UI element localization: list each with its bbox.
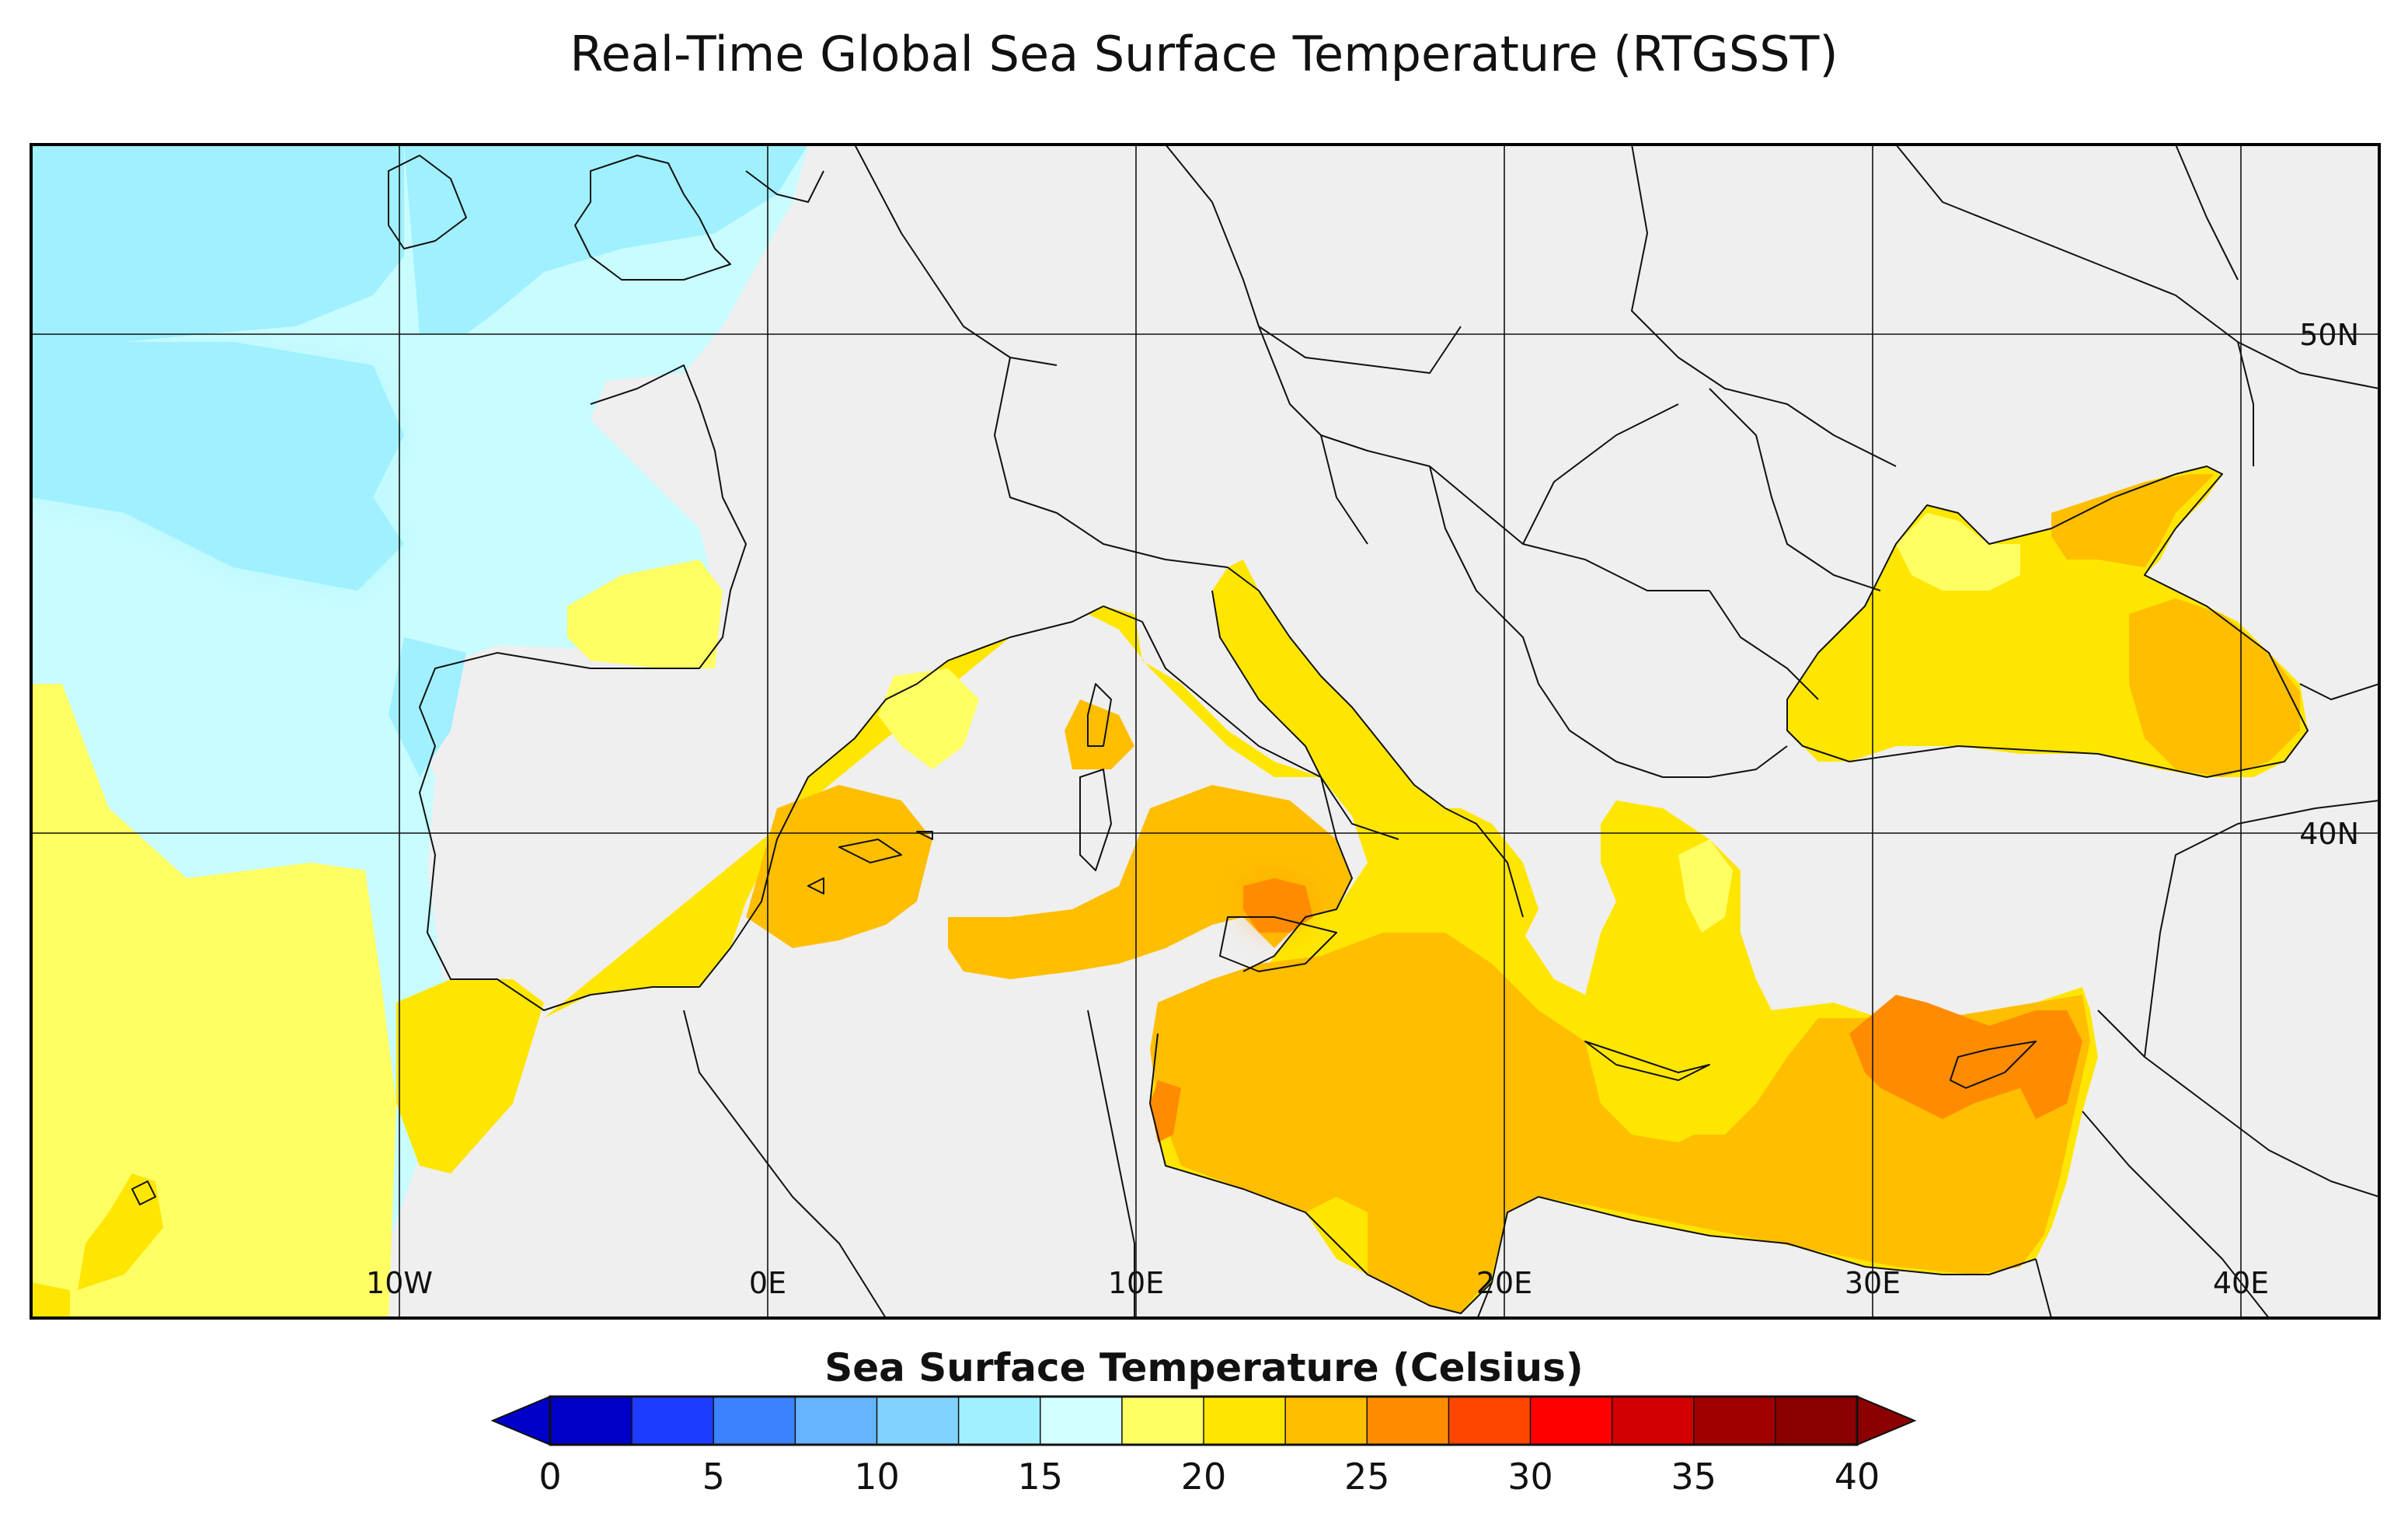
- colorbar-tick-label: 10: [854, 1456, 900, 1498]
- colorbar-ticks: 0 5 10 15 20 25 30 35 40: [538, 1456, 1880, 1498]
- colorbar-tick-label: 35: [1671, 1456, 1716, 1498]
- colorbar-over-arrow: [1856, 1395, 1917, 1446]
- colorbar-segment: [549, 1396, 633, 1446]
- colorbar-segment: [957, 1396, 1041, 1446]
- lat-label-40n: 40N: [2299, 817, 2359, 851]
- colorbar-tick-label: 5: [702, 1456, 725, 1498]
- colorbar-segment: [713, 1396, 796, 1446]
- graticule: [31, 145, 2379, 1318]
- colorbar-tick-label: 0: [538, 1456, 561, 1498]
- sst-gradient-overlay: [31, 342, 1313, 933]
- black-sea: [1787, 466, 2308, 777]
- colorbar-under-arrow: [490, 1395, 551, 1446]
- borders: [131, 145, 2379, 1318]
- colorbar-segment: [1366, 1396, 1450, 1446]
- lon-label-40e: 40E: [2213, 1266, 2269, 1300]
- lat-label-50n: 50N: [2299, 318, 2359, 352]
- map-frame: [30, 143, 2381, 1320]
- lon-label-0e: 0E: [749, 1266, 786, 1300]
- colorbar-title: Sea Surface Temperature (Celsius): [824, 1345, 1584, 1390]
- colorbar-segment: [1611, 1396, 1695, 1446]
- page-title: Real-Time Global Sea Surface Temperature…: [570, 26, 1838, 82]
- colorbar-segment: [1121, 1396, 1205, 1446]
- colorbar-frame: [549, 1395, 1859, 1446]
- lon-label-30e: 30E: [1845, 1266, 1901, 1300]
- colorbar-segment: [1693, 1396, 1777, 1446]
- colorbar-tick-label: 40: [1835, 1456, 1880, 1498]
- colorbar-segment: [1284, 1396, 1368, 1446]
- colorbar-tick-label: 20: [1181, 1456, 1227, 1498]
- lon-label-10w: 10W: [366, 1266, 433, 1300]
- colorbar-segment: [794, 1396, 878, 1446]
- colorbar-tick-label: 15: [1017, 1456, 1063, 1498]
- colorbar-segment: [1448, 1396, 1532, 1446]
- lon-label-10e: 10E: [1108, 1266, 1164, 1300]
- colorbar-tick-label: 30: [1507, 1456, 1553, 1498]
- colorbar-segment: [1203, 1396, 1287, 1446]
- colorbar-segment: [1775, 1396, 1859, 1446]
- colorbar-segment: [631, 1396, 715, 1446]
- colorbar-segment: [1529, 1396, 1613, 1446]
- lon-label-20e: 20E: [1476, 1266, 1532, 1300]
- colorbar-segments: [549, 1396, 1859, 1446]
- colorbar-segment: [876, 1396, 960, 1446]
- colorbar-tick-label: 25: [1344, 1456, 1390, 1498]
- colorbar-segment: [1040, 1396, 1124, 1446]
